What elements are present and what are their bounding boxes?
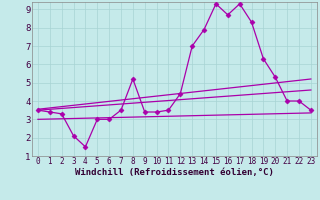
X-axis label: Windchill (Refroidissement éolien,°C): Windchill (Refroidissement éolien,°C)	[75, 168, 274, 177]
